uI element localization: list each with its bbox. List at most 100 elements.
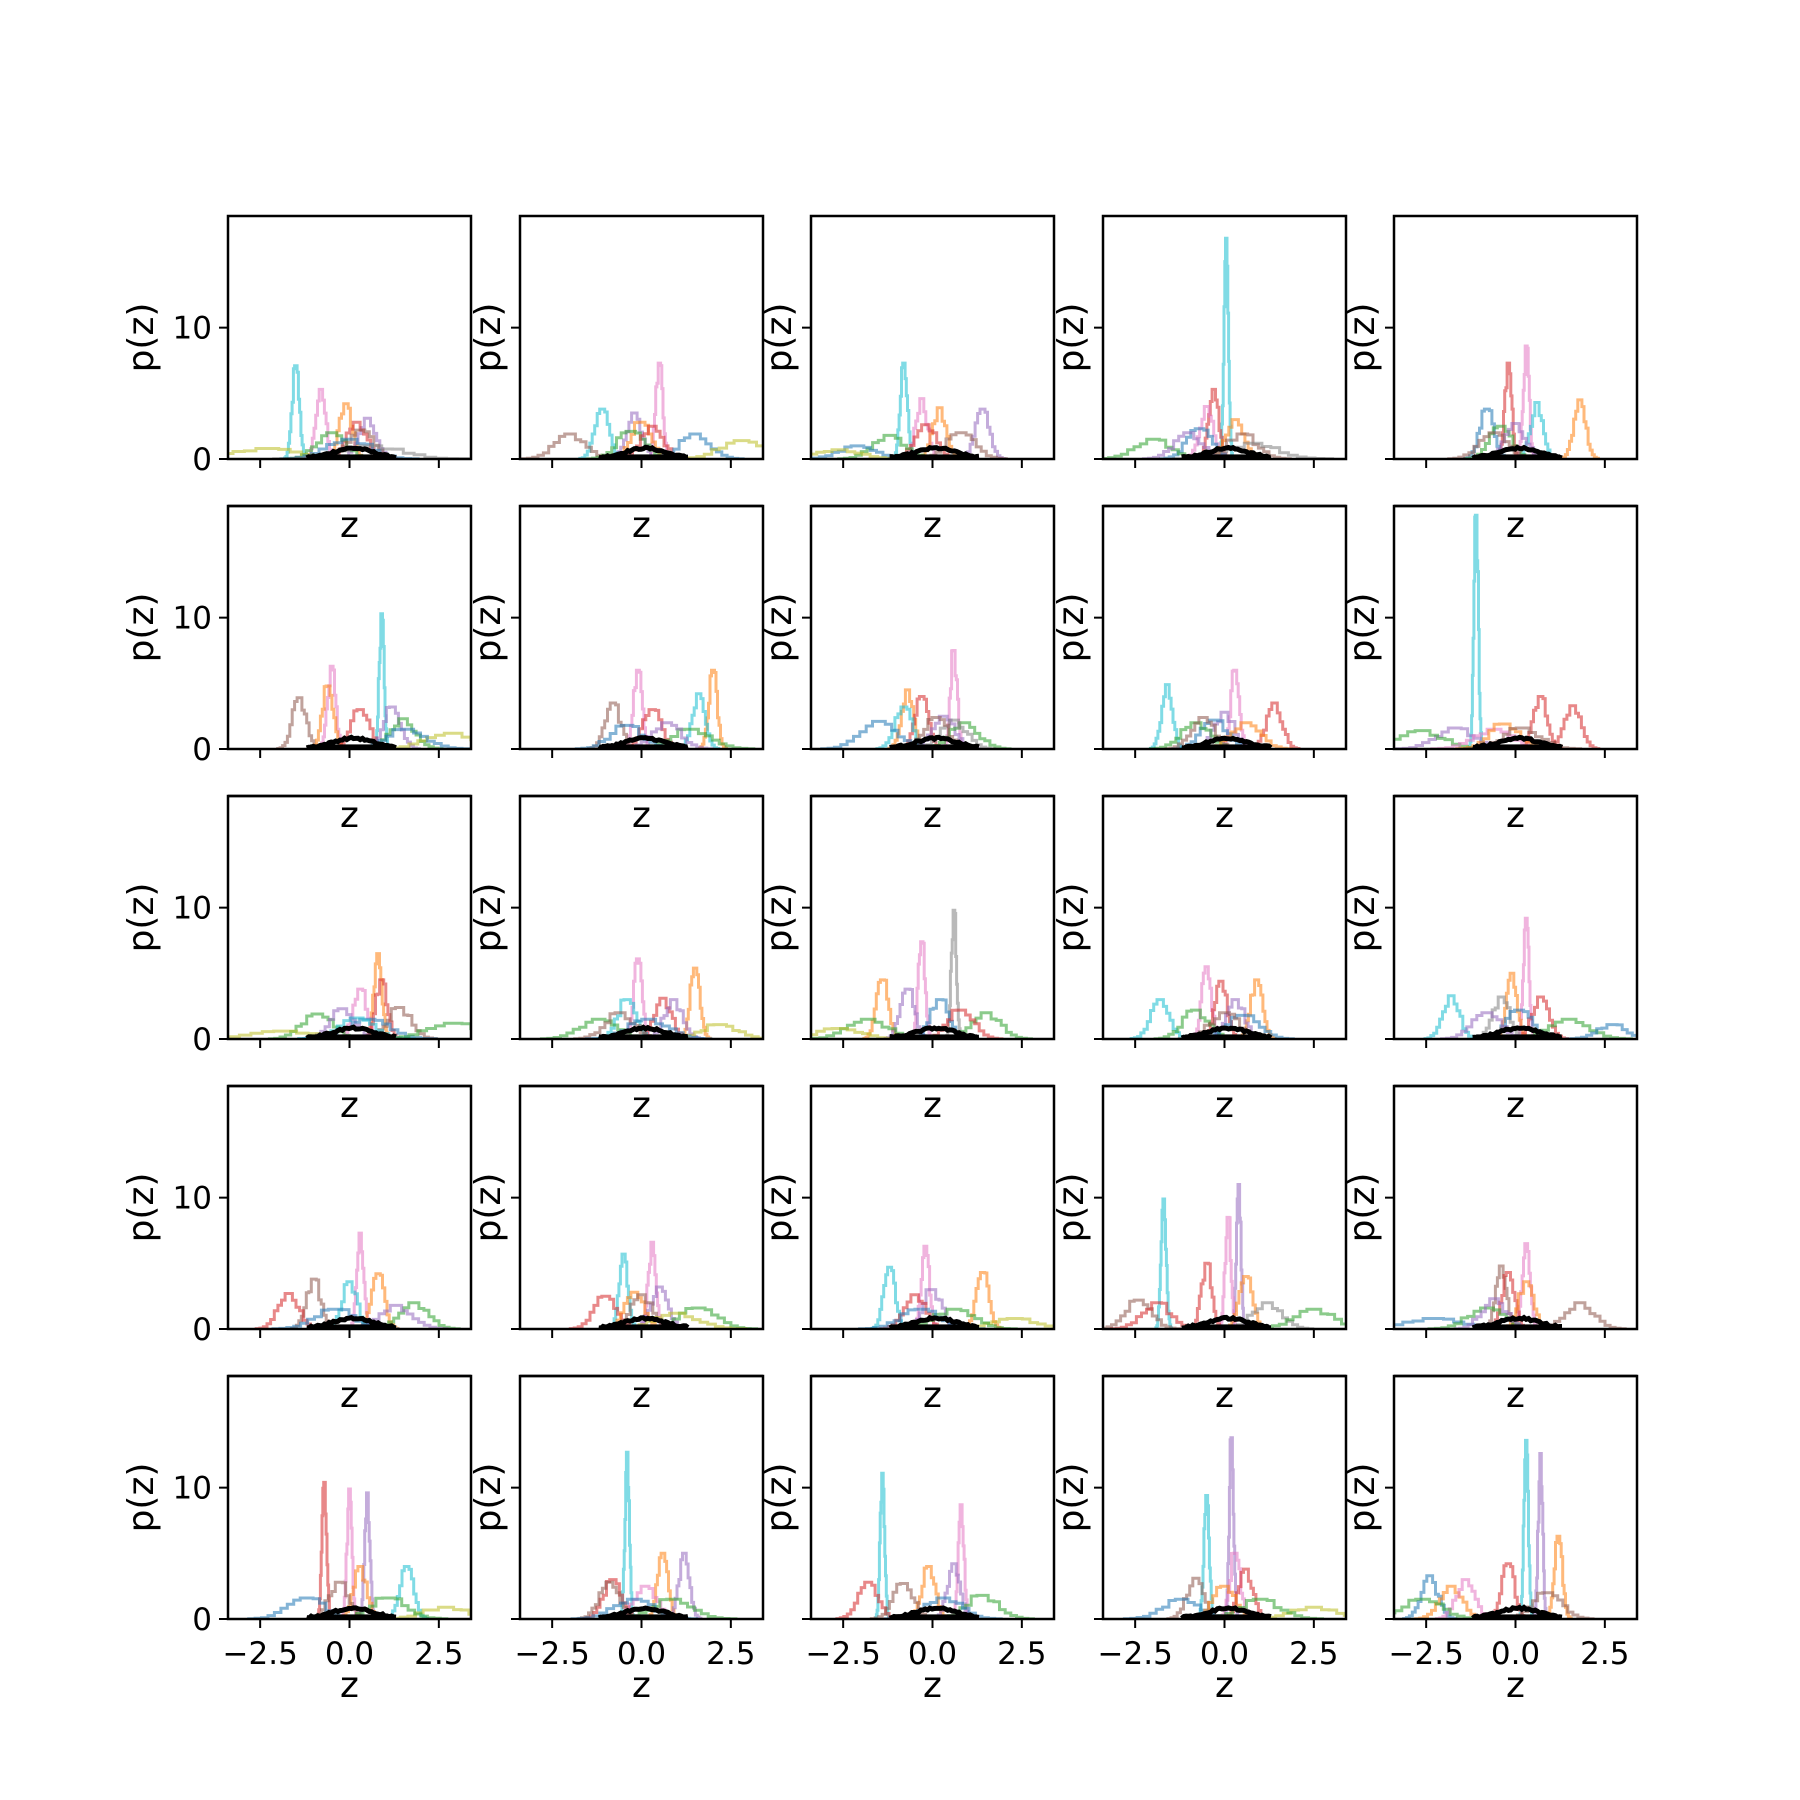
- y-tick-label: 10: [173, 311, 212, 347]
- x-tick-label: 2.5: [997, 1636, 1046, 1672]
- x-tick-label: 2.5: [414, 1636, 463, 1672]
- y-axis-label: p(z): [1051, 883, 1092, 953]
- plot-area: [228, 952, 471, 1039]
- pdf-series-mean-fill: [893, 454, 978, 459]
- x-axis-label: z: [340, 505, 359, 546]
- pdf-series-mean-fill: [1185, 1034, 1270, 1039]
- plot-area: [574, 668, 756, 749]
- pdf-series-pink: [909, 940, 934, 1039]
- x-axis-label: z: [923, 1085, 942, 1126]
- pdf-series-mean-fill: [310, 1034, 395, 1039]
- y-tick-label: 0: [192, 1022, 212, 1058]
- subplot-r4-c1: −2.5 0.0 2.5 z p(z): [468, 1374, 765, 1706]
- pdf-series-green: [1250, 1307, 1346, 1329]
- y-axis-label: p(z): [468, 883, 509, 953]
- plot-area: [1394, 1242, 1627, 1329]
- pdf-series-mean-fill: [1185, 1614, 1270, 1619]
- plot-area: [1103, 1183, 1346, 1329]
- pdf-series-mean-fill: [893, 1614, 978, 1619]
- x-tick-label: −2.5: [806, 1636, 881, 1672]
- subplot-r0-c3: z p(z): [1051, 214, 1348, 546]
- pdf-series-olive: [672, 439, 763, 459]
- x-axis-label: z: [632, 795, 651, 836]
- x-tick-label: 0.0: [1491, 1636, 1540, 1672]
- subplot-r2-c1: z p(z): [468, 794, 765, 1126]
- label-occluder: [518, 474, 765, 504]
- plot-area: [568, 1240, 759, 1329]
- y-axis-label: p(z): [1051, 593, 1092, 663]
- pdf-series-mean-fill: [1476, 1324, 1561, 1329]
- pdf-series-orange: [678, 966, 712, 1039]
- y-axis-label: p(z): [1051, 1463, 1092, 1533]
- y-axis-label: p(z): [121, 1173, 162, 1243]
- y-axis-label: p(z): [468, 303, 509, 373]
- plot-area: [1394, 513, 1601, 749]
- label-occluder: [1392, 474, 1639, 504]
- y-axis-label: p(z): [121, 593, 162, 663]
- plot-area: [254, 1231, 461, 1329]
- y-axis-label: p(z): [468, 1463, 509, 1533]
- pdf-series-mean-fill: [1185, 454, 1270, 459]
- x-axis-label: z: [632, 1375, 651, 1416]
- label-occluder: [1392, 1344, 1639, 1374]
- plot-area: [858, 1244, 1054, 1329]
- y-tick-label: 0: [192, 442, 212, 478]
- x-axis-label: z: [923, 795, 942, 836]
- y-axis-label: p(z): [468, 1173, 509, 1243]
- subplot-r4-c4: −2.5 0.0 2.5 z p(z): [1342, 1374, 1639, 1706]
- y-axis-label: p(z): [121, 1463, 162, 1533]
- pdf-series-mean-fill: [310, 454, 395, 459]
- pdf-series-mean-fill: [310, 1614, 395, 1619]
- pdf-series-mean-fill: [602, 1034, 687, 1039]
- label-occluder: [226, 474, 473, 504]
- pdf-series-cyan: [1467, 513, 1485, 749]
- pdf-series-cyan: [1423, 994, 1479, 1039]
- pdf-series-orange: [1559, 398, 1600, 459]
- x-tick-label: 0.0: [617, 1636, 666, 1672]
- pdf-series-mean-fill: [1185, 1324, 1270, 1329]
- x-tick-label: 2.5: [1289, 1636, 1338, 1672]
- x-axis-label: z: [340, 1375, 359, 1416]
- plot-area: [820, 649, 1012, 749]
- pdf-series-red: [254, 1292, 323, 1329]
- pdf-series-mean-fill: [1476, 744, 1561, 749]
- y-axis-label: p(z): [1342, 1173, 1383, 1243]
- pdf-series-mean-fill: [1185, 744, 1270, 749]
- label-occluder: [1101, 764, 1348, 794]
- x-axis-label: z: [632, 1085, 651, 1126]
- y-tick-label: 0: [192, 1602, 212, 1638]
- x-axis-label: z: [340, 795, 359, 836]
- plot-area: [1148, 668, 1301, 749]
- x-axis-label: z: [1506, 795, 1525, 836]
- pdf-series-green: [1394, 1597, 1487, 1619]
- y-tick-label: 10: [173, 601, 212, 637]
- x-axis-label: z: [1215, 1085, 1234, 1126]
- subplot-r3-c4: z p(z): [1342, 1084, 1639, 1416]
- pdf-series-purple: [357, 1491, 377, 1619]
- y-tick-label: 10: [173, 891, 212, 927]
- x-tick-label: −2.5: [1389, 1636, 1464, 1672]
- pdf-series-cyan: [1129, 998, 1191, 1039]
- pdf-series-cyan: [1154, 1197, 1174, 1329]
- y-axis-label: p(z): [1342, 883, 1383, 953]
- subplot-r2-c4: z p(z): [1342, 794, 1639, 1126]
- x-axis-label: z: [923, 505, 942, 546]
- label-occluder: [809, 764, 1056, 794]
- x-axis-label: z: [1506, 1665, 1525, 1706]
- label-occluder: [1101, 474, 1348, 504]
- label-occluder: [809, 474, 1056, 504]
- y-axis-label: p(z): [1342, 303, 1383, 373]
- plot-area: [1394, 1438, 1595, 1619]
- x-axis-label: z: [1215, 1375, 1234, 1416]
- label-occluder: [809, 1344, 1056, 1374]
- x-axis-label: z: [340, 1085, 359, 1126]
- pdf-series-mean-fill: [602, 454, 687, 459]
- subplot-r0-c2: z p(z): [759, 214, 1056, 546]
- pdf-series-cyan: [1517, 1438, 1535, 1619]
- subplot-r2-c0: 0 10 z p(z): [121, 794, 473, 1126]
- plot-area: [1103, 236, 1335, 459]
- subplot-r3-c0: 0 10 z p(z): [121, 1084, 473, 1416]
- y-axis-label: p(z): [121, 303, 162, 373]
- pdf-series-mean-fill: [310, 744, 395, 749]
- subplot-r2-c3: z p(z): [1051, 794, 1348, 1126]
